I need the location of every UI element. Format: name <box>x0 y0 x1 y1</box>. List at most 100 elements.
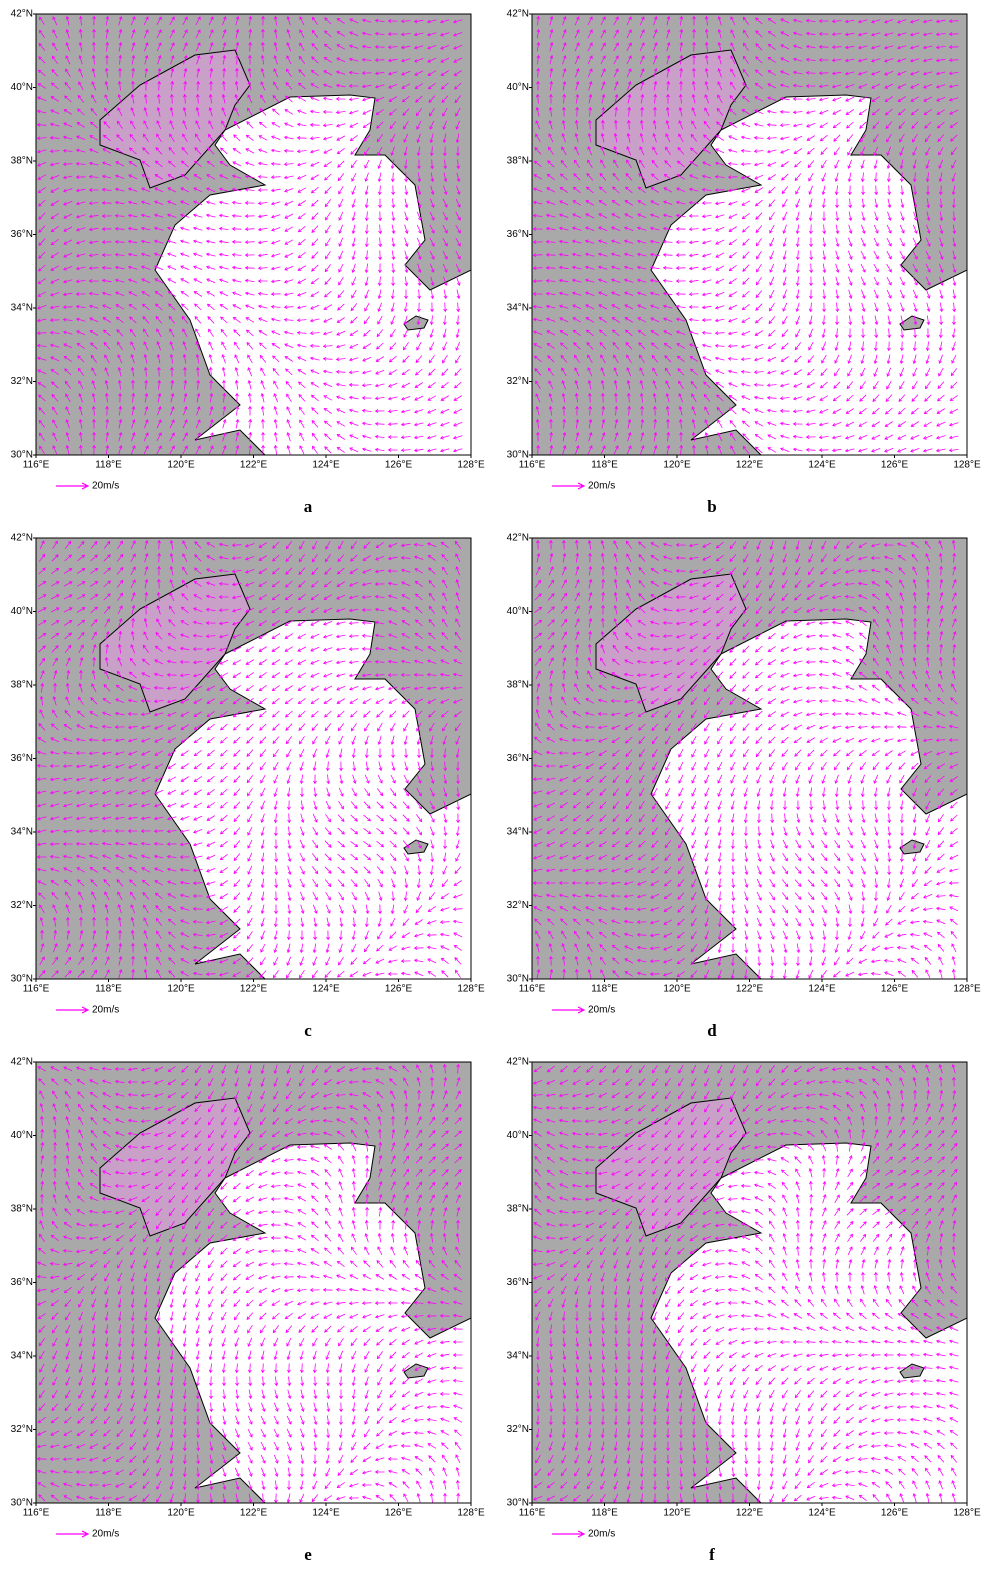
lon-tick-label: 120°E <box>167 984 195 995</box>
lon-tick-label: 120°E <box>167 460 195 471</box>
lat-tick-label: 38°N <box>507 156 529 167</box>
legend-label: 20m/s <box>588 1005 615 1016</box>
lon-tick-label: 120°E <box>167 1508 195 1519</box>
lat-tick-label: 34°N <box>507 1351 529 1362</box>
legend-arrow <box>552 1007 584 1013</box>
lon-tick-label: 128°E <box>457 984 485 995</box>
legend-arrow <box>56 483 88 489</box>
lon-tick-label: 128°E <box>953 1508 981 1519</box>
lon-tick-label: 118°E <box>95 460 122 471</box>
panel-label: d <box>707 1021 717 1040</box>
lat-tick-label: 42°N <box>11 1057 33 1068</box>
lon-tick-label: 120°E <box>663 460 691 471</box>
lon-tick-label: 128°E <box>457 1508 485 1519</box>
lon-tick-label: 116°E <box>519 460 546 471</box>
lat-tick-label: 32°N <box>11 1424 33 1435</box>
lon-tick-label: 122°E <box>736 460 764 471</box>
lon-tick-label: 122°E <box>240 984 268 995</box>
lon-tick-label: 122°E <box>240 1508 268 1519</box>
lon-tick-label: 118°E <box>591 460 618 471</box>
lat-tick-label: 42°N <box>11 9 33 20</box>
lat-tick-label: 32°N <box>507 376 529 387</box>
lon-tick-label: 124°E <box>312 1508 340 1519</box>
lat-tick-label: 42°N <box>507 533 529 544</box>
lat-tick-label: 42°N <box>507 1057 529 1068</box>
lon-tick-label: 122°E <box>736 984 764 995</box>
lat-tick-label: 38°N <box>507 680 529 691</box>
legend-arrow <box>552 1531 584 1537</box>
legend-arrow <box>56 1007 88 1013</box>
lon-tick-label: 118°E <box>95 984 122 995</box>
panel-label: e <box>304 1545 312 1564</box>
legend-label: 20m/s <box>92 1005 119 1016</box>
legend-label: 20m/s <box>588 1529 615 1540</box>
lat-tick-label: 36°N <box>507 753 529 764</box>
lat-tick-label: 38°N <box>11 680 33 691</box>
lat-tick-label: 36°N <box>507 229 529 240</box>
lat-tick-label: 32°N <box>507 1424 529 1435</box>
legend-label: 20m/s <box>92 481 119 492</box>
lat-tick-label: 40°N <box>507 82 529 93</box>
lon-tick-label: 120°E <box>663 984 691 995</box>
lon-tick-label: 126°E <box>881 460 909 471</box>
lat-tick-label: 40°N <box>507 1130 529 1141</box>
legend-arrow <box>56 1531 88 1537</box>
lat-tick-label: 42°N <box>507 9 529 20</box>
lon-tick-label: 124°E <box>312 460 340 471</box>
lat-tick-label: 36°N <box>11 753 33 764</box>
lat-tick-label: 32°N <box>11 376 33 387</box>
lon-tick-label: 116°E <box>23 1508 50 1519</box>
lon-tick-label: 128°E <box>457 460 485 471</box>
lon-tick-label: 126°E <box>881 1508 909 1519</box>
lat-tick-label: 38°N <box>11 156 33 167</box>
figure: 42°N40°N38°N36°N34°N32°N30°N116°E118°E12… <box>0 0 996 1589</box>
lat-tick-label: 32°N <box>507 900 529 911</box>
lon-tick-label: 118°E <box>591 984 618 995</box>
legend-label: 20m/s <box>588 481 615 492</box>
lat-tick-label: 40°N <box>11 606 33 617</box>
lon-tick-label: 128°E <box>953 984 981 995</box>
lon-tick-label: 116°E <box>519 1508 546 1519</box>
lat-tick-label: 40°N <box>11 82 33 93</box>
lon-tick-label: 116°E <box>23 460 50 471</box>
lon-tick-label: 128°E <box>953 460 981 471</box>
lat-tick-label: 36°N <box>507 1277 529 1288</box>
lon-tick-label: 116°E <box>23 984 50 995</box>
lat-tick-label: 34°N <box>507 303 529 314</box>
lon-tick-label: 116°E <box>519 984 546 995</box>
lon-tick-label: 118°E <box>591 1508 618 1519</box>
lon-tick-label: 124°E <box>808 460 836 471</box>
lon-tick-label: 118°E <box>95 1508 122 1519</box>
lon-tick-label: 122°E <box>736 1508 764 1519</box>
lat-tick-label: 32°N <box>11 900 33 911</box>
legend-label: 20m/s <box>92 1529 119 1540</box>
lat-tick-label: 40°N <box>11 1130 33 1141</box>
panel-label: f <box>709 1545 715 1564</box>
legend-arrow <box>552 483 584 489</box>
lat-tick-label: 34°N <box>11 303 33 314</box>
lon-tick-label: 124°E <box>312 984 340 995</box>
panel-label: b <box>707 497 716 516</box>
lon-tick-label: 120°E <box>663 1508 691 1519</box>
lon-tick-label: 124°E <box>808 984 836 995</box>
lon-tick-label: 126°E <box>881 984 909 995</box>
lon-tick-label: 126°E <box>385 984 413 995</box>
lat-tick-label: 34°N <box>11 827 33 838</box>
lon-tick-label: 124°E <box>808 1508 836 1519</box>
lon-tick-label: 122°E <box>240 460 268 471</box>
lon-tick-label: 126°E <box>385 1508 413 1519</box>
lat-tick-label: 38°N <box>11 1204 33 1215</box>
lat-tick-label: 34°N <box>507 827 529 838</box>
lon-tick-label: 126°E <box>385 460 413 471</box>
lat-tick-label: 38°N <box>507 1204 529 1215</box>
panel-label: c <box>304 1021 312 1040</box>
lat-tick-label: 36°N <box>11 1277 33 1288</box>
lat-tick-label: 34°N <box>11 1351 33 1362</box>
lat-tick-label: 36°N <box>11 229 33 240</box>
